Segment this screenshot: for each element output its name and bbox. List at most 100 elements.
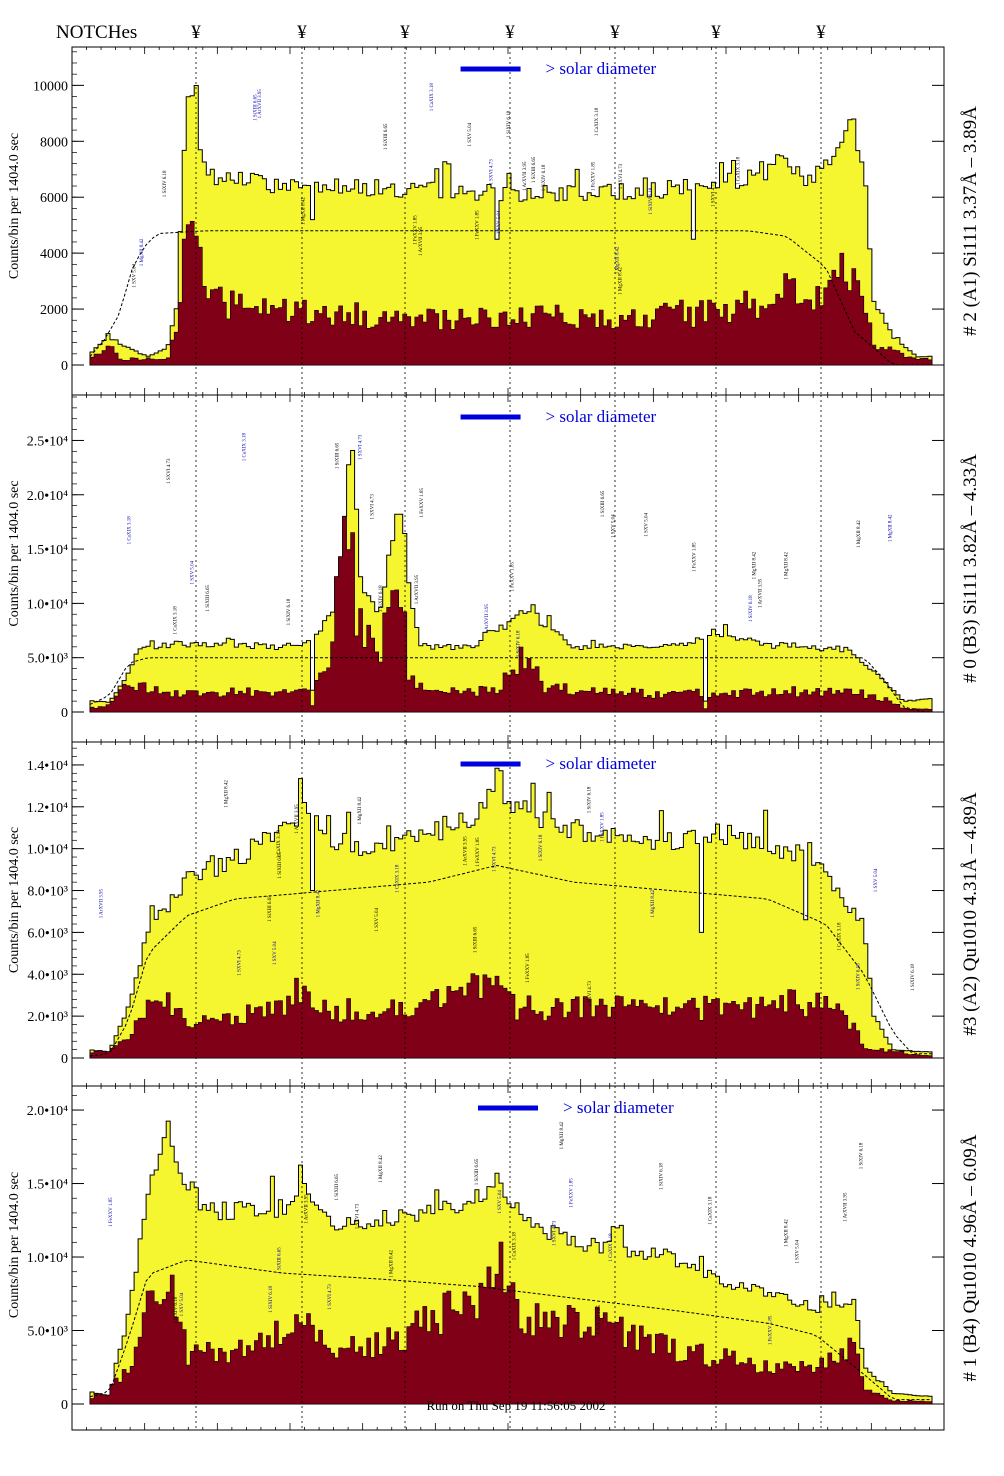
line-id-label: 1 CaXIX 3.18: [838, 922, 843, 951]
y-tick-label: 0: [61, 706, 68, 721]
y-tick-label: 1.0•10⁴: [27, 597, 68, 612]
line-id-label: 1 FeXXV 1.85: [413, 215, 418, 245]
line-id-label: 1 SXVI 4.73: [588, 980, 593, 1006]
flare-counts-histogram: [89, 1241, 933, 1405]
line-id-label: 1 SiXIV 6.18: [856, 963, 861, 990]
line-id-label: 1 FeXXV 1.85: [600, 812, 605, 842]
line-id-label: 1 SiXIV 6.18: [507, 110, 512, 137]
line-id-label: 1 SXVI 4.73: [712, 181, 717, 207]
panel-3: 1 SiXIV 6.18 1 MgXII 8.42 1 SiXIII 6.65 1 F…: [7, 741, 981, 1087]
line-id-label: 1 SXVI 4.73: [167, 458, 172, 484]
line-id-label: 1 SXV 5.04: [273, 941, 278, 965]
line-id-label: 1 MgXII 8.42: [784, 551, 789, 579]
y-tick-label: 0: [61, 1052, 68, 1067]
line-id-label: 1 SiXIII 6.65: [473, 926, 478, 953]
line-id-label: 1 CaXIX 3.18: [173, 606, 178, 635]
model-envelope-line: [89, 657, 932, 713]
y-axis-label: Counts/bin per 1404.0 sec: [7, 133, 22, 279]
legend-label: > solar diameter: [563, 1098, 674, 1117]
flare-counts-histogram: [89, 221, 933, 366]
y-axis-label: Counts/bin per 1404.0 sec: [7, 827, 22, 973]
line-id-label: 1 SXV 5.04: [874, 868, 879, 892]
line-id-label: 1 SXV 5.04: [796, 1240, 801, 1264]
y-tick-label: 2.5•10⁴: [27, 434, 68, 449]
y-tick-label: 8000: [40, 135, 68, 150]
notch-marker: ¥: [505, 22, 515, 43]
line-id-label: 1 SXVI 4.73: [237, 950, 242, 976]
line-id-label: 1 FeXXV 1.85: [692, 542, 697, 572]
line-id-label: 1 SiXIII 6.65: [253, 94, 258, 121]
line-id-label: 1 SiXIV 6.18: [542, 164, 547, 191]
line-id-label: 1 CaXIX 3.18: [243, 433, 248, 462]
line-id-label: 1 SXVI 4.73: [358, 434, 363, 460]
line-id-label: 1 SiXIV 6.18: [587, 786, 592, 813]
legend-label: > solar diameter: [546, 754, 657, 773]
detector-label: #3 (A2) Qu1010 4.31Å – 4.89Å: [960, 792, 981, 1036]
line-id-label: 1 ArXVII 3.95: [464, 836, 469, 866]
panels: 1 SiXIV 6.18 1 MgXII 8.42 1 SiXIII 6.65 1 F…: [7, 46, 981, 1431]
line-id-label: 1 MgXII 8.42: [753, 551, 758, 579]
line-id-label: 1 SiXIII 6.65: [336, 442, 341, 469]
line-id-label: 1 MgXII 8.42: [888, 514, 893, 542]
line-id-label: 1 ArXVII 3.95: [419, 226, 424, 256]
y-tick-label: 1.2•10⁴: [27, 801, 68, 816]
notches-label: NOTCHes: [56, 22, 137, 43]
line-id-label: 1 ArXVII 3.95: [100, 888, 105, 918]
line-id-label: 1 SiXIII 6.65: [475, 1158, 480, 1185]
line-id-label: 1 CaXIX 3.18: [708, 1196, 713, 1225]
line-id-label: 1 SXVI 4.73: [328, 1284, 333, 1310]
line-id-label: 1 SXV 5.04: [611, 514, 616, 538]
line-id-label: 1 SiXIV 6.18: [163, 170, 168, 197]
panel-4: 1 SiXIV 6.18 1 MgXII 8.42 1 SiXIII 6.65 1 F…: [7, 1085, 981, 1431]
line-id-label: 1 SXV 5.04: [498, 1190, 503, 1214]
total-counts-histogram: [89, 767, 933, 1059]
line-id-label: 1 SiXIV 6.18: [911, 964, 916, 991]
line-id-label: 1 SXV 5.04: [180, 1292, 185, 1316]
model-envelope-line: [89, 864, 932, 1057]
line-id-label: 1 SiXIV 6.18: [269, 1285, 274, 1312]
line-id-label: 1 MgXII 8.42: [140, 238, 145, 266]
line-id-label: 1 FeXXV 1.85: [109, 1197, 114, 1227]
line-id-label: 1 SXVI 4.73: [619, 163, 624, 189]
y-tick-label: 8.0•10³: [27, 885, 68, 900]
line-id-label: 1 SiXIII 6.65: [268, 895, 273, 922]
line-id-label: 1 MgXII 8.42: [857, 520, 862, 548]
notch-marker: ¥: [610, 22, 620, 43]
legend-label: > solar diameter: [546, 59, 657, 78]
y-tick-label: 2.0•10³: [27, 1010, 68, 1025]
line-id-label: 1 SiXIV 6.18: [517, 630, 522, 657]
line-id-label: 1 CaXIX 3.18: [609, 1233, 614, 1262]
y-tick-label: 5.0•10³: [27, 1325, 68, 1340]
line-id-label: 1 MgXII 8.42: [784, 1219, 789, 1247]
line-id-label: 1 SXV 5.04: [191, 560, 196, 584]
model-envelope-line: [89, 1259, 932, 1401]
line-id-label: 1 SXV 5.04: [645, 513, 650, 537]
y-tick-label: 0: [61, 359, 68, 374]
detector-label: # 0 (B3) Si111 3.82Å – 4.33Å: [960, 454, 981, 683]
line-id-label: 1 ArXVII 3.95: [597, 1305, 602, 1335]
notch-marker: ¥: [400, 22, 410, 43]
line-id-label: 1 SiXIII 6.65: [278, 851, 283, 878]
flare-counts-histogram: [89, 516, 933, 713]
line-id-label: 1 SiXIV 6.18: [287, 598, 292, 625]
y-tick-label: 4000: [40, 247, 68, 262]
line-id-label: 1 FeXXV 1.85: [570, 1178, 575, 1208]
line-id-label: 1 MgXII 8.42: [560, 1121, 565, 1149]
line-id-label: 1 SiXIII 6.65: [335, 1173, 340, 1200]
line-id-label: 1 CaXIX 3.18: [277, 830, 282, 859]
notch-marker: ¥: [191, 22, 201, 43]
line-id-label: 1 CaXIX 3.18: [430, 83, 435, 112]
line-id-label: 1 SXVI 4.73: [553, 1220, 558, 1246]
line-id-label: 1 CaXIX 3.18: [128, 516, 133, 545]
line-id-label: 1 ArXVII 3.95: [258, 89, 263, 119]
line-id-label: 1 MgXII 8.42: [358, 796, 363, 824]
line-id-label: 1 ArXVII 3.95: [304, 1194, 309, 1224]
line-id-label: 1 ArXVII 3.95: [523, 161, 528, 191]
line-id-label: 1 SXV 5.04: [497, 210, 502, 234]
line-id-label: 1 SiXIV 6.18: [749, 595, 754, 622]
line-id-label: 1 ArXVII 3.95: [295, 804, 300, 834]
y-tick-label: 5.0•10³: [27, 652, 68, 667]
y-tick-label: 6000: [40, 191, 68, 206]
line-id-label: 1 SXV 5.04: [468, 122, 473, 146]
line-id-label: 1 SiXIII 6.65: [278, 1247, 283, 1274]
